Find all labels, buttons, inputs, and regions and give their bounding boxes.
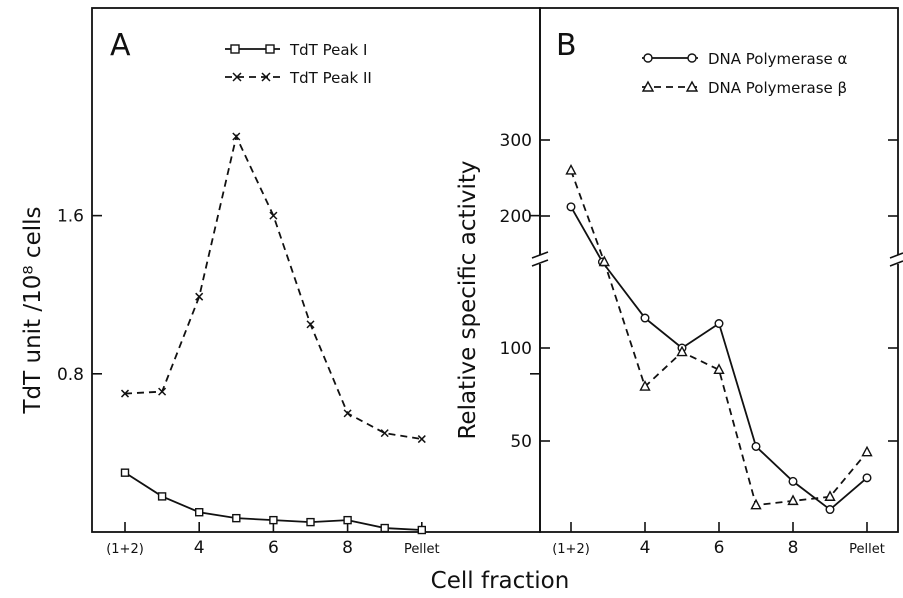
data-point-triangle bbox=[824, 490, 836, 501]
series-line-2 bbox=[124, 133, 422, 440]
data-point-triangle bbox=[787, 494, 799, 506]
data-point-x bbox=[380, 429, 389, 438]
x-tick-label: (1+2) bbox=[106, 542, 144, 557]
data-point-triangle bbox=[713, 363, 725, 375]
data-point-x bbox=[343, 409, 352, 418]
legend-label-tdt-peak-2: TdT Peak II bbox=[289, 69, 372, 87]
panel-b-legend: DNA Polymerase α DNA Polymerase β bbox=[641, 50, 848, 97]
x-tick-label: 8 bbox=[342, 538, 353, 558]
axis-break-gap-left bbox=[534, 255, 546, 264]
data-point-x bbox=[269, 211, 278, 220]
legend-label-dna-pol-beta: DNA Polymerase β bbox=[708, 79, 847, 97]
panel-b-axis-break bbox=[531, 251, 903, 267]
data-point-x bbox=[417, 435, 426, 444]
x-tick-label: 8 bbox=[788, 538, 799, 558]
y-tick-label: 200 bbox=[500, 207, 532, 227]
panel-a-legend: TdT Peak I TdT Peak II bbox=[225, 41, 372, 87]
panel-b-y-axis-label: Relative specific activity bbox=[455, 160, 481, 439]
data-point-square bbox=[380, 523, 389, 533]
legend-marker-x bbox=[232, 72, 242, 82]
series-line-2 bbox=[570, 170, 868, 507]
panel-b-label: B bbox=[556, 28, 577, 63]
data-point-x bbox=[232, 132, 241, 141]
x-tick-label: Pellet bbox=[404, 542, 440, 557]
panel-b-x-ticks: (1+2) 4 6 8 Pellet bbox=[552, 522, 885, 558]
legend-marker-circle bbox=[643, 53, 653, 63]
data-point-x bbox=[306, 320, 315, 329]
x-tick-label: 6 bbox=[268, 538, 279, 558]
axis-break-gap-right bbox=[892, 255, 903, 264]
panel-b-y-ticks: 50 100 200 300 bbox=[500, 131, 898, 452]
panel-a-x-ticks: (1+2) 4 6 8 Pellet bbox=[106, 522, 440, 558]
data-point-circle bbox=[788, 476, 798, 486]
data-point-circle bbox=[714, 319, 724, 329]
data-point-triangle bbox=[639, 380, 651, 391]
x-tick-label: 6 bbox=[714, 538, 725, 558]
panel-a-y-axis-label: TdT unit /10⁸ cells bbox=[20, 207, 46, 415]
panel-b-series bbox=[565, 163, 873, 515]
y-tick-label: 100 bbox=[500, 339, 532, 359]
data-point-square bbox=[120, 468, 130, 477]
data-point-circle bbox=[862, 473, 872, 483]
data-point-triangle bbox=[676, 345, 688, 357]
panel-a-series bbox=[120, 132, 426, 535]
data-point-square bbox=[306, 517, 315, 527]
axis-break-mark-right bbox=[889, 252, 903, 267]
x-tick-label: Pellet bbox=[849, 542, 885, 557]
data-point-triangle bbox=[861, 445, 873, 457]
legend-marker-circle bbox=[687, 53, 697, 63]
x-tick-label: 4 bbox=[640, 538, 651, 558]
data-point-circle bbox=[566, 202, 576, 212]
panel-b: B 50 100 200 300 (1+2) 4 6 8 Pellet DNA Polymer… bbox=[455, 7, 903, 558]
data-point-square bbox=[417, 525, 426, 535]
data-point-square bbox=[343, 515, 352, 525]
data-point-square bbox=[269, 515, 278, 525]
data-point-circle bbox=[751, 441, 761, 451]
data-point-square bbox=[232, 513, 241, 523]
data-point-square bbox=[157, 492, 167, 501]
data-point-triangle bbox=[565, 163, 577, 175]
legend-label-tdt-peak-1: TdT Peak I bbox=[289, 41, 367, 59]
axis-break-mark-left bbox=[531, 251, 549, 267]
series-line-1 bbox=[570, 206, 868, 511]
y-tick-label: 50 bbox=[510, 432, 532, 452]
data-point-circle bbox=[640, 313, 650, 323]
panel-a-label: A bbox=[110, 28, 131, 63]
data-point-square bbox=[194, 508, 204, 517]
panel-a-y-ticks: 0.8 1.6 bbox=[57, 207, 540, 385]
x-tick-label: 4 bbox=[194, 538, 205, 558]
legend-marker-triangle bbox=[685, 80, 699, 92]
data-point-x bbox=[158, 387, 167, 396]
x-axis-label: Cell fraction bbox=[431, 568, 570, 594]
legend-marker-square bbox=[230, 44, 240, 54]
data-point-triangle bbox=[750, 498, 762, 510]
panel-a: A 0.8 1.6 (1+2) 4 6 8 Pellet TdT Peak I TdT P… bbox=[20, 7, 541, 558]
data-point-x bbox=[120, 389, 130, 398]
x-tick-label: (1+2) bbox=[552, 542, 590, 557]
y-tick-label: 1.6 bbox=[57, 207, 84, 227]
legend-marker-x bbox=[261, 72, 271, 82]
y-tick-label: 300 bbox=[500, 131, 532, 151]
data-point-circle bbox=[825, 505, 835, 515]
y-tick-label: 0.8 bbox=[57, 365, 84, 385]
legend-label-dna-pol-alpha: DNA Polymerase α bbox=[708, 50, 848, 68]
data-point-x bbox=[195, 292, 204, 301]
data-point-triangle bbox=[598, 255, 610, 267]
legend-marker-triangle bbox=[641, 80, 655, 92]
legend-marker-square bbox=[265, 44, 275, 54]
